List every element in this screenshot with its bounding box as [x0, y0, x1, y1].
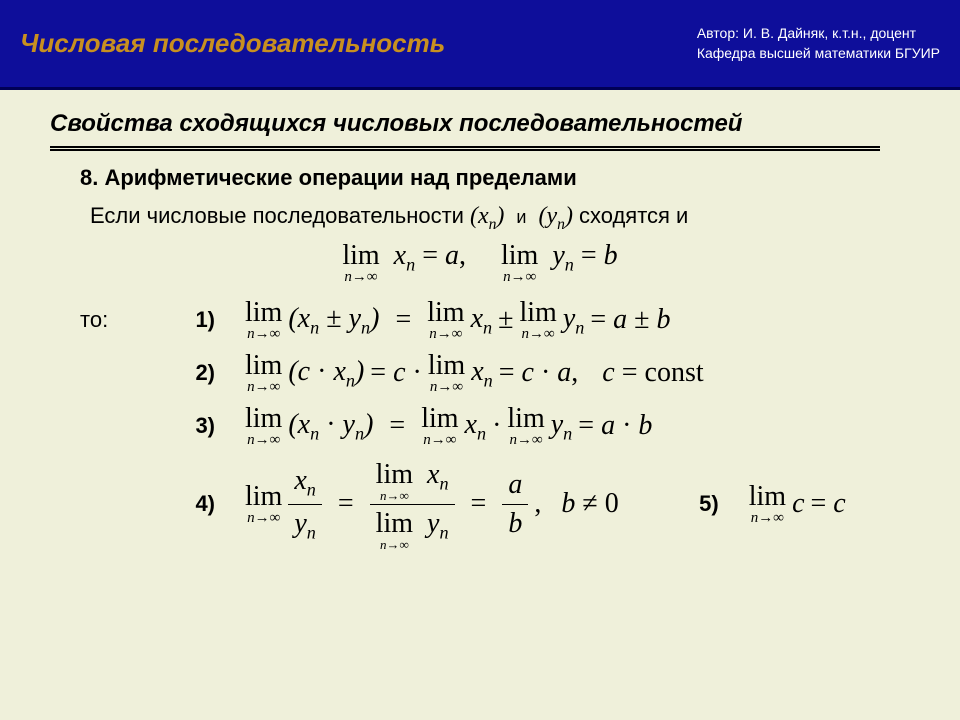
intro-and: и — [516, 207, 526, 228]
section-heading: 8. Арифметические операции над пределами — [80, 165, 910, 191]
author-line-1: Автор: И. В. Дайняк, к.т.н., доцент — [697, 24, 940, 44]
label-4: 4) — [160, 491, 215, 517]
lim-xn: lim n→∞ — [342, 242, 379, 285]
seq-yn: (yn) — [538, 203, 572, 234]
intro-suffix: сходятся и — [579, 203, 688, 229]
subtitle: Свойства сходящихся числовых последовате… — [50, 110, 910, 138]
seq-xn: (xn) — [470, 203, 504, 234]
label-2: 2) — [160, 360, 215, 386]
formula-2: limn→∞ (c · xn) = c · limn→∞ xn = c · a,… — [245, 352, 704, 395]
intro-prefix: Если числовые последовательности — [90, 203, 464, 229]
property-4-5-row: 4) limn→∞ xn yn = limn→∞ xn limn→∞ yn = — [50, 458, 910, 551]
formula-3: limn→∞ (xn · yn) = limn→∞ xn · limn→∞ yn… — [245, 405, 652, 448]
author-block: Автор: И. В. Дайняк, к.т.н., доцент Кафе… — [697, 24, 940, 63]
property-5: 5) limn→∞ c = c — [679, 483, 846, 526]
slide-content: Свойства сходящихся числовых последовате… — [0, 90, 960, 717]
property-1: то: 1) limn→∞ (xn ± yn) = limn→∞ xn ± li… — [50, 299, 910, 342]
formula-4: limn→∞ xn yn = limn→∞ xn limn→∞ yn = a b — [245, 458, 619, 551]
formula-1: limn→∞ (xn ± yn) = limn→∞ xn ± limn→∞ yn… — [245, 299, 671, 342]
limits-definition: lim n→∞ xn = a, lim n→∞ yn = b — [50, 240, 910, 285]
divider — [50, 146, 880, 151]
to-label: то: — [80, 307, 160, 333]
main-title: Числовая последовательность — [20, 28, 445, 59]
label-5: 5) — [679, 491, 719, 517]
formula-5: limn→∞ c = c — [749, 483, 846, 526]
lim-yn: lim n→∞ — [501, 242, 538, 285]
intro-text: Если числовые последовательности (xn) и … — [90, 203, 910, 234]
label-1: 1) — [160, 307, 215, 333]
slide-header: Числовая последовательность Автор: И. В.… — [0, 0, 960, 90]
property-2: 2) limn→∞ (c · xn) = c · limn→∞ xn = c ·… — [50, 352, 910, 395]
label-3: 3) — [160, 413, 215, 439]
property-3: 3) limn→∞ (xn · yn) = limn→∞ xn · limn→∞… — [50, 405, 910, 448]
author-line-2: Кафедра высшей математики БГУИР — [697, 44, 940, 64]
